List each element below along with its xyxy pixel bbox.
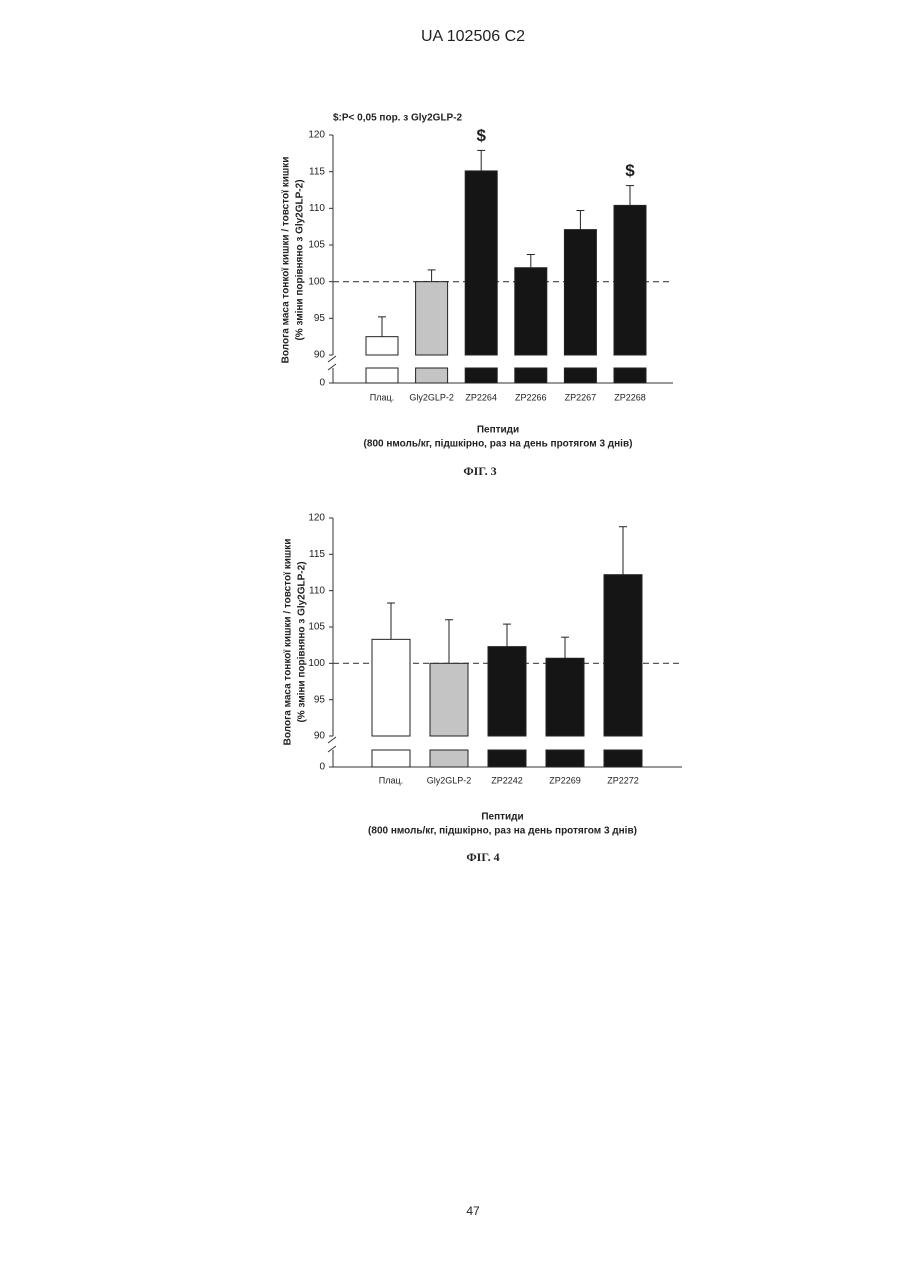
significance-mark: $ bbox=[625, 161, 635, 180]
y-tick-label: 90 bbox=[314, 731, 326, 742]
bar bbox=[465, 171, 497, 355]
axis-break bbox=[328, 746, 336, 752]
y-axis-label: (% зміни порівняно з Gly2GLP-2) bbox=[295, 179, 306, 340]
header: UA 102506 C2 bbox=[421, 28, 525, 45]
figure-caption: ФІГ. 4 bbox=[466, 850, 499, 864]
x-tick-label: ZP2269 bbox=[549, 775, 581, 785]
bar bbox=[604, 575, 642, 736]
bar-stub bbox=[488, 750, 526, 767]
x-axis-label: Пептиди bbox=[481, 812, 523, 823]
bar bbox=[515, 268, 547, 355]
axis-break bbox=[328, 737, 336, 743]
axis-break bbox=[328, 356, 336, 362]
y-tick-label: 120 bbox=[308, 130, 325, 141]
y-tick-label: 115 bbox=[309, 166, 325, 177]
bar-stub bbox=[430, 750, 468, 767]
bar-stub bbox=[604, 750, 642, 767]
y-tick-label: 110 bbox=[309, 203, 325, 214]
note: $:P< 0,05 пор. з Gly2GLP-2 bbox=[333, 113, 463, 124]
bar-stub bbox=[564, 368, 596, 383]
y-tick-label: 0 bbox=[319, 378, 325, 389]
y-tick-label: 120 bbox=[308, 513, 325, 524]
bar bbox=[488, 647, 526, 736]
y-tick-label: 110 bbox=[309, 585, 325, 596]
page: UA 102506 C2 47 0 90 95 100 105 110 115 120 Плац… bbox=[0, 0, 901, 1273]
x-tick-label: Плац. bbox=[379, 775, 403, 785]
significance-mark: $ bbox=[476, 126, 486, 145]
bar bbox=[416, 282, 448, 355]
x-axis-label: Пептиди bbox=[477, 425, 519, 436]
bar bbox=[366, 337, 398, 355]
x-tick-label: Gly2GLP-2 bbox=[427, 775, 472, 785]
bar-stub bbox=[614, 368, 646, 383]
bar bbox=[614, 205, 646, 355]
y-tick-label: 105 bbox=[308, 240, 325, 251]
bar bbox=[546, 658, 584, 736]
x-tick-label: ZP2272 bbox=[607, 775, 639, 785]
y-tick-label: 115 bbox=[309, 549, 325, 560]
bar-stub bbox=[515, 368, 547, 383]
x-tick-label: ZP2267 bbox=[565, 392, 597, 402]
y-axis-label: (% зміни порівняно з Gly2GLP-2) bbox=[297, 561, 308, 722]
x-tick-label: ZP2266 bbox=[515, 392, 547, 402]
bar-stub bbox=[416, 368, 448, 383]
bar-stub bbox=[546, 750, 584, 767]
bar-stub bbox=[465, 368, 497, 383]
y-tick-label: 95 bbox=[314, 694, 326, 705]
bar-stub bbox=[372, 750, 410, 767]
y-tick-label: 100 bbox=[308, 658, 325, 669]
y-tick-label: 0 bbox=[319, 762, 325, 773]
x-tick-label: ZP2264 bbox=[465, 392, 497, 402]
bar bbox=[564, 230, 596, 355]
y-tick-label: 95 bbox=[314, 313, 326, 324]
x-tick-label: ZP2268 bbox=[614, 392, 646, 402]
bar bbox=[372, 639, 410, 736]
page-number: 47 bbox=[466, 1204, 480, 1218]
y-tick-label: 105 bbox=[308, 622, 325, 633]
document: UA 102506 C2 47 0 90 95 100 105 110 115 120 Плац… bbox=[0, 0, 901, 1273]
y-tick-label: 100 bbox=[308, 276, 325, 287]
x-axis-label: (800 нмоль/кг, підшкірно, раз на день пр… bbox=[368, 826, 637, 837]
bar bbox=[430, 663, 468, 736]
x-tick-label: Gly2GLP-2 bbox=[409, 392, 454, 402]
axis-break bbox=[328, 364, 336, 370]
bar-stub bbox=[366, 368, 398, 383]
figure-caption: ФІГ. 3 bbox=[463, 464, 496, 478]
y-axis-label: Волога маса тонкої кишки / товстої кишки bbox=[281, 157, 292, 364]
x-tick-label: Плац. bbox=[370, 392, 394, 402]
y-axis-label: Волога маса тонкої кишки / товстої кишки bbox=[283, 539, 294, 746]
y-tick-label: 90 bbox=[314, 350, 326, 361]
x-axis-label: (800 нмоль/кг, підшкірно, раз на день пр… bbox=[364, 439, 633, 450]
x-tick-label: ZP2242 bbox=[491, 775, 523, 785]
